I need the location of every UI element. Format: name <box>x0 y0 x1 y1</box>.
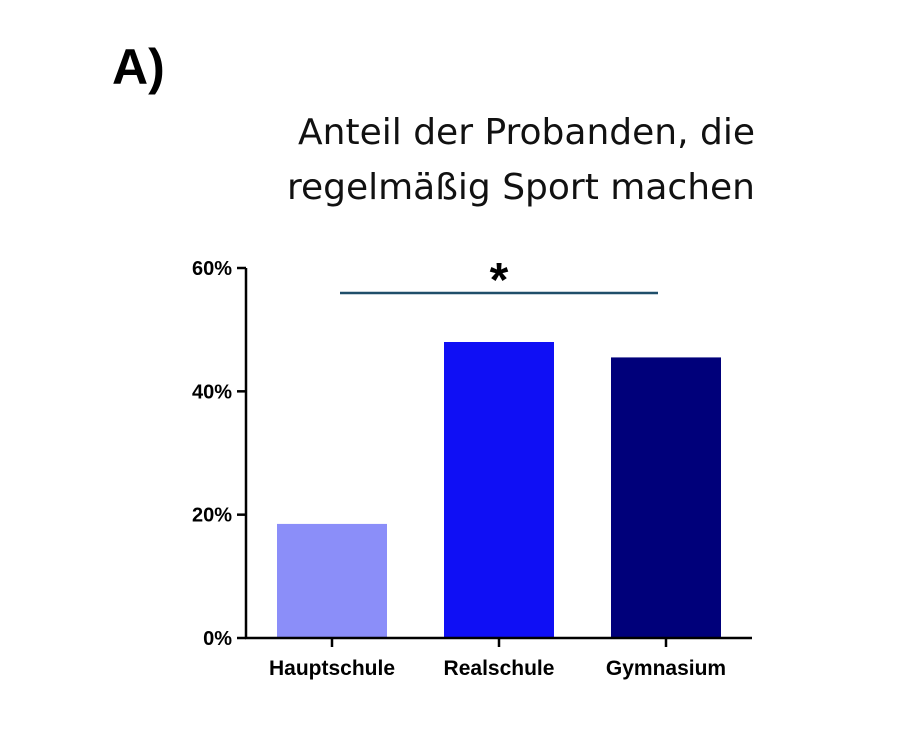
bar-gymnasium <box>611 357 721 638</box>
chart-title-line-1: Anteil der Probanden, die <box>298 112 755 153</box>
x-tick-label: Realschule <box>444 657 555 680</box>
y-tick-label: 20% <box>192 505 232 527</box>
y-tick-label: 60% <box>192 258 232 280</box>
axes: 0% 20% 40% 60% Hauptschule Realschule Gymnasiu… <box>192 258 752 680</box>
bars-layer <box>277 342 721 638</box>
y-tick-label: 40% <box>192 381 232 403</box>
significance-marker: * <box>340 254 658 307</box>
x-tick-label: Gymnasium <box>606 657 726 680</box>
bar-realschule <box>444 342 554 638</box>
y-tick-label: 0% <box>203 628 232 650</box>
chart-title-line-2: regelmäßig Sport machen <box>287 167 755 208</box>
x-tick-label: Hauptschule <box>269 657 395 680</box>
panel-label: A) <box>112 39 165 95</box>
bar-hauptschule <box>277 523 387 638</box>
significance-star: * <box>490 254 509 307</box>
